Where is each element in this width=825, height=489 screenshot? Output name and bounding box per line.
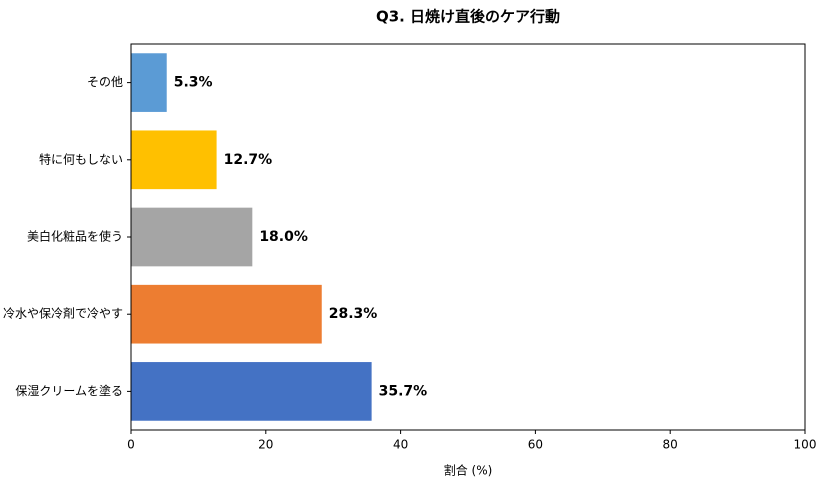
- value-label: 5.3%: [174, 75, 213, 91]
- bar: [131, 362, 372, 421]
- bar: [131, 130, 217, 190]
- value-label: 28.3%: [329, 306, 378, 322]
- x-tick-label: 0: [127, 438, 135, 452]
- bar: [131, 207, 253, 267]
- y-tick-label: 美白化粧品を使う: [27, 229, 123, 244]
- value-label: 12.7%: [224, 152, 273, 168]
- bar: [131, 53, 167, 112]
- x-tick-label: 100: [794, 438, 817, 452]
- y-tick-label: その他: [87, 75, 123, 89]
- x-axis-label: 割合 (%): [444, 463, 493, 478]
- bar: [131, 284, 322, 344]
- value-label: 35.7%: [379, 383, 428, 399]
- x-tick-label: 20: [258, 438, 273, 452]
- x-tick-label: 40: [393, 438, 408, 452]
- x-tick-label: 60: [528, 438, 543, 452]
- y-tick-label: 特に何もしない: [39, 151, 123, 166]
- x-tick-label: 80: [663, 438, 678, 452]
- y-tick-label: 冷水や保冷剤で冷やす: [3, 306, 123, 321]
- chart-title: Q3. 日焼け直後のケア行動: [376, 8, 560, 26]
- y-tick-label: 保湿クリームを塗る: [15, 383, 123, 398]
- value-label: 18.0%: [259, 229, 308, 245]
- plot-frame: [130, 43, 806, 431]
